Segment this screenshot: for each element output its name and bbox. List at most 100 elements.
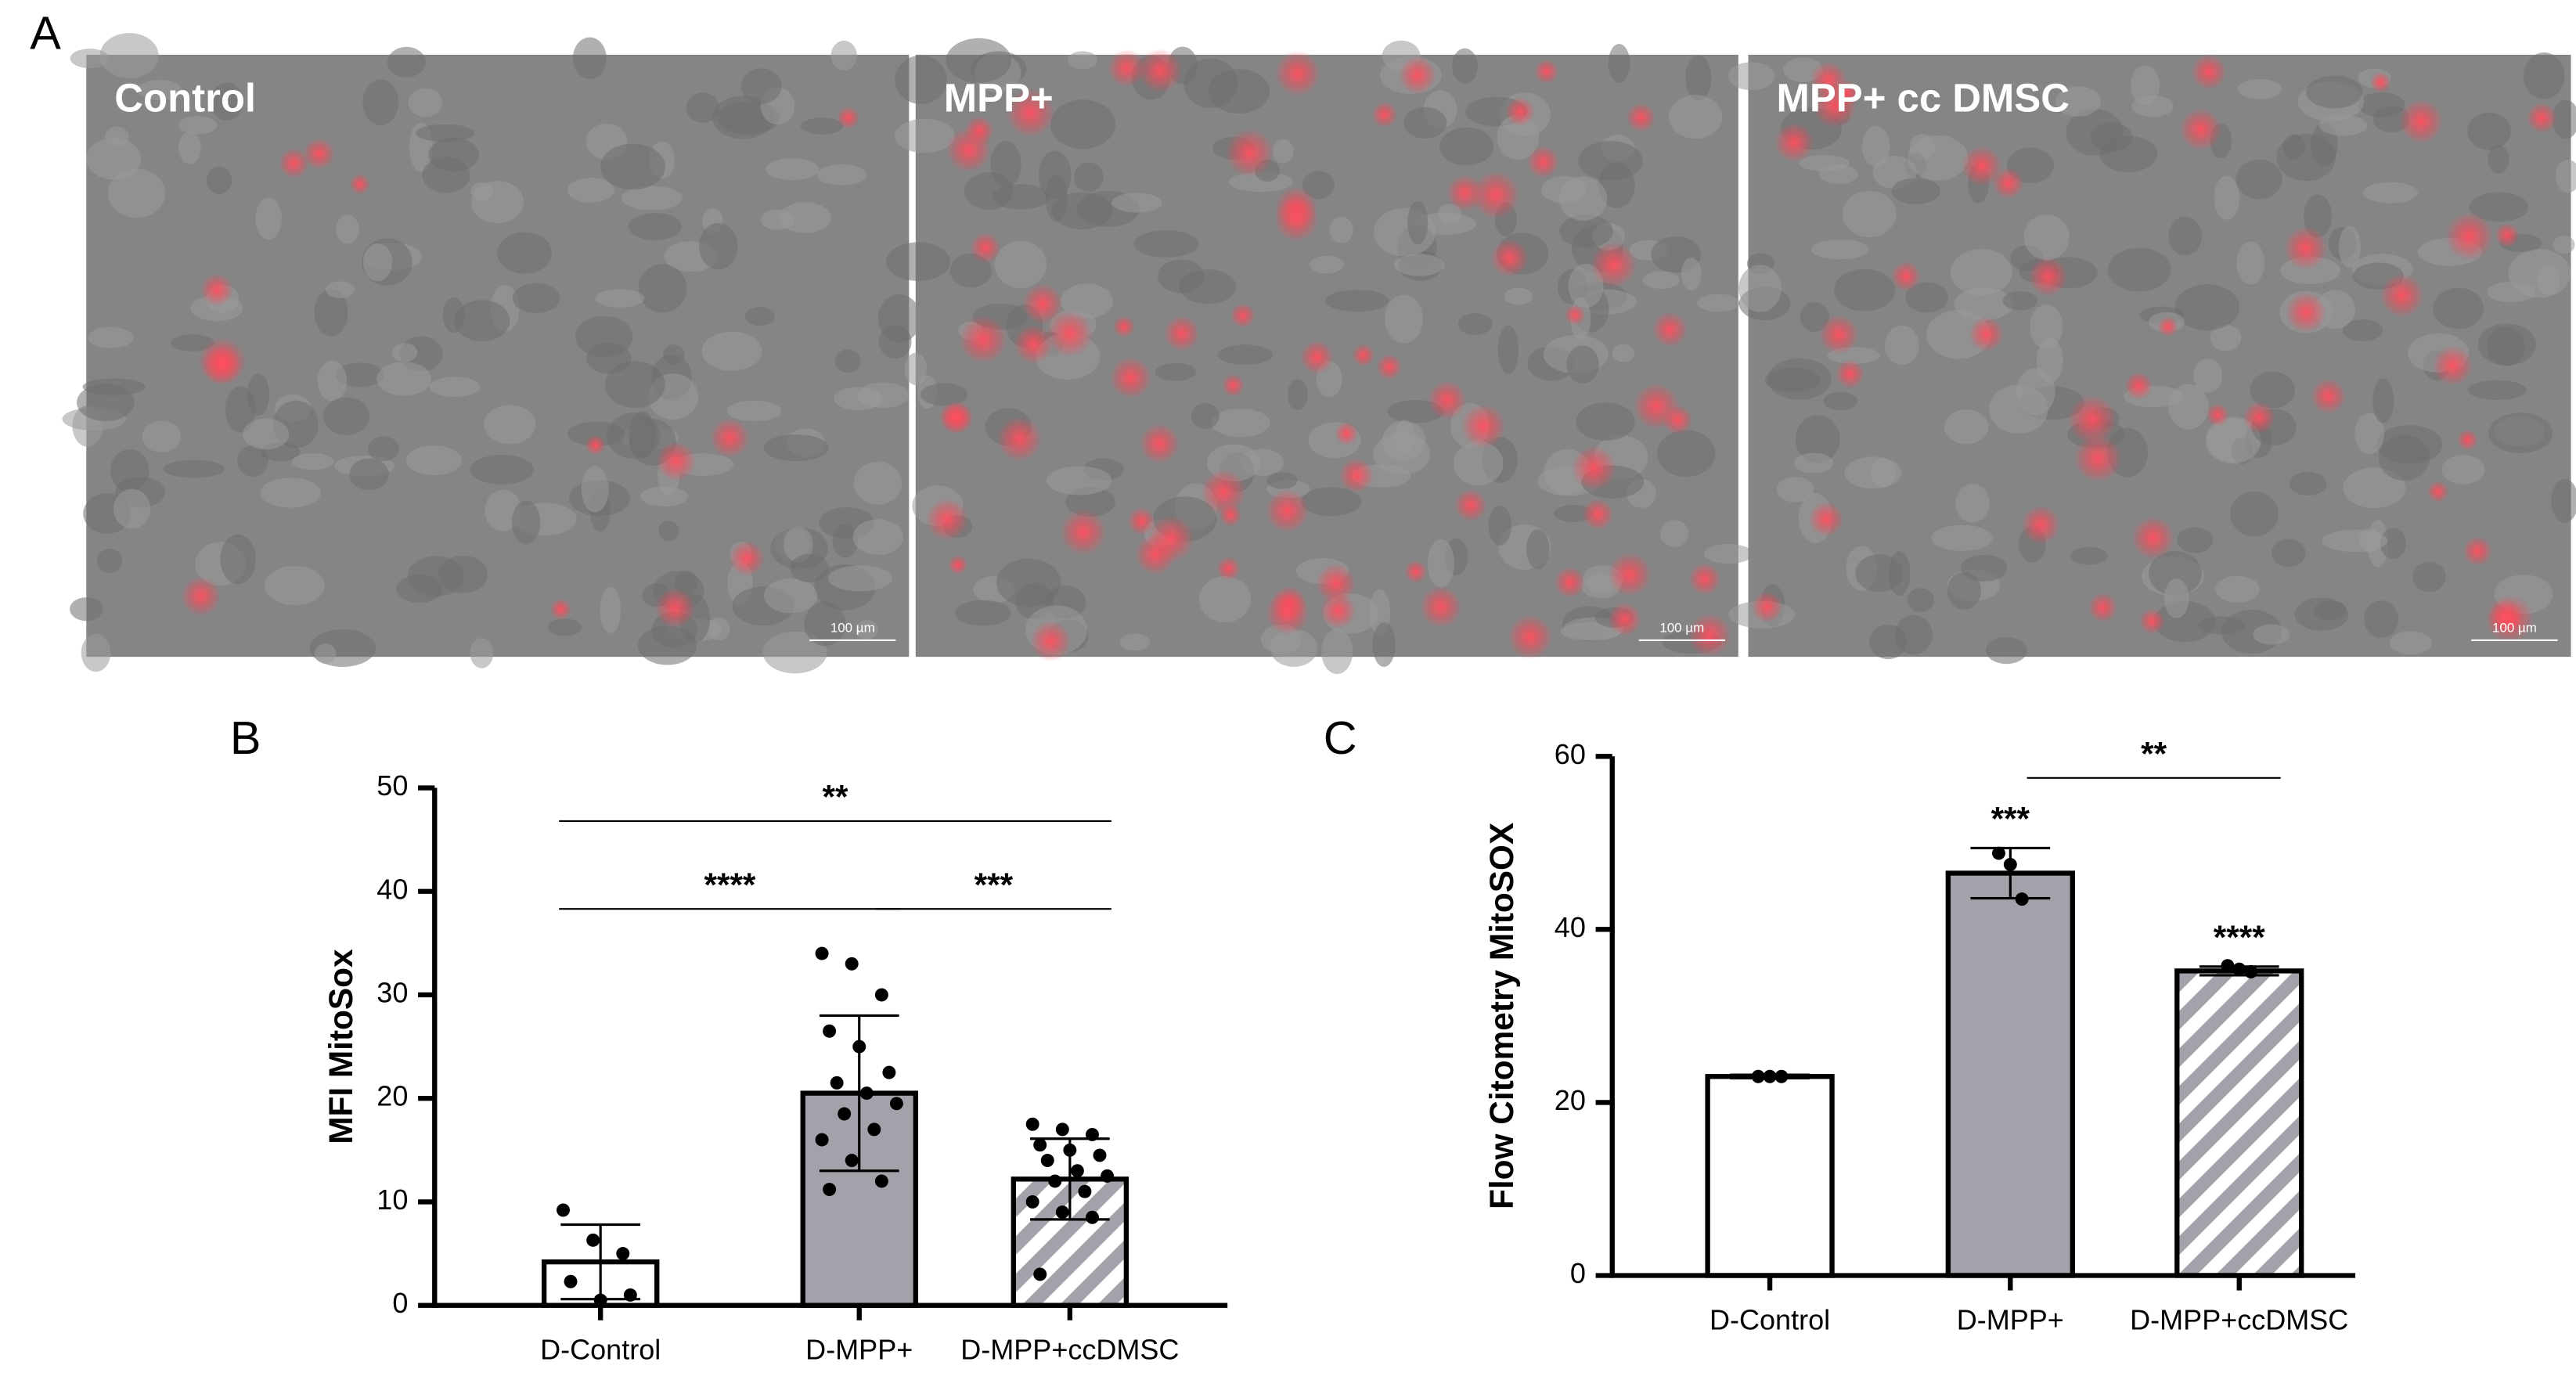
cell-outline	[1657, 430, 1716, 477]
cell-outline	[429, 377, 481, 397]
cell-outline	[800, 117, 844, 135]
cell-outline	[1038, 150, 1072, 200]
cell-outline	[834, 387, 883, 410]
red-cell	[1014, 324, 1054, 365]
cell-outline	[2343, 467, 2406, 509]
red-cell	[1662, 405, 1693, 435]
cell-outline	[243, 418, 290, 450]
red-cell	[1265, 590, 1310, 636]
red-cell	[2285, 291, 2327, 333]
cell-outline	[2467, 380, 2527, 400]
cell-outline	[1198, 576, 1252, 623]
cell-outline	[1457, 313, 1493, 335]
cell-outline	[512, 283, 560, 314]
cell-outline	[1454, 441, 1504, 486]
red-cell	[349, 173, 371, 195]
cell-outline	[2236, 241, 2265, 285]
cell-outline	[878, 324, 912, 359]
bar	[1705, 1074, 1835, 1278]
cell-outline	[317, 360, 348, 402]
data-point	[874, 1174, 888, 1188]
image-label: MPP+	[944, 76, 1054, 121]
cell-outline	[2230, 491, 2279, 537]
red-cell	[1582, 498, 1614, 531]
red-cell	[2138, 608, 2166, 635]
cell-outline	[1288, 379, 1308, 411]
red-cell	[2157, 316, 2178, 337]
cell-outline	[547, 618, 582, 636]
cell-outline	[760, 209, 795, 231]
data-point	[2232, 962, 2246, 976]
red-cell	[1490, 239, 1529, 278]
red-cell	[2283, 225, 2328, 271]
data-point	[1070, 1164, 1084, 1178]
cell-outline	[2107, 247, 2171, 292]
cell-outline	[2192, 359, 2223, 393]
red-cell	[1890, 261, 1922, 292]
cell-outline	[1955, 484, 1990, 523]
red-cell	[2131, 516, 2175, 560]
cell-outline	[376, 362, 432, 396]
cell-outline	[2362, 182, 2419, 204]
red-cell	[964, 116, 995, 146]
cell-outline	[1158, 259, 1205, 294]
cell-outline	[1681, 258, 1702, 291]
cell-outline	[701, 331, 762, 371]
red-cell	[1471, 171, 1520, 220]
cell-outline	[779, 202, 831, 233]
cell-outline	[1660, 520, 1689, 547]
panel-letter: B	[230, 712, 261, 764]
cell-outline	[1891, 178, 1940, 204]
red-cell	[1005, 88, 1055, 138]
panel-letter: C	[1324, 712, 1357, 764]
cell-outline	[2289, 471, 2327, 496]
red-cell	[1320, 593, 1356, 629]
cell-outline	[698, 222, 738, 270]
cell-outline	[920, 383, 968, 406]
cell-outline	[255, 197, 282, 240]
scale-bar-label: 100 µm	[1659, 621, 1704, 636]
cell-outline	[2030, 304, 2063, 349]
cell-outline	[1184, 58, 1238, 109]
cell-outline	[2177, 527, 2214, 553]
data-point	[1085, 1210, 1099, 1224]
image-label: MPP+ cc DMSC	[1777, 76, 2070, 121]
cell-outline	[2389, 631, 2432, 655]
cell-outline	[2236, 159, 2282, 200]
cell-outline	[113, 488, 151, 529]
data-point	[867, 1122, 881, 1137]
red-cell	[1060, 508, 1108, 556]
red-cell	[278, 147, 310, 179]
red-cell	[996, 416, 1043, 462]
cell-outline	[1119, 633, 1151, 651]
red-cell	[200, 273, 234, 307]
cell-outline	[391, 343, 418, 362]
cell-outline	[407, 556, 465, 597]
cell-outline	[1559, 214, 1613, 248]
red-cell	[1403, 560, 1428, 584]
cell-outline	[1951, 248, 2012, 296]
cell-outline	[2210, 324, 2242, 351]
cell-outline	[640, 486, 689, 506]
cell-outline	[581, 466, 609, 513]
cell-outline	[1842, 190, 1897, 237]
cell-outline	[706, 618, 730, 640]
data-point	[1055, 1205, 1069, 1220]
cell-outline	[335, 214, 359, 244]
red-cell	[1992, 167, 2025, 200]
red-cell	[2190, 53, 2227, 90]
cell-outline	[1060, 283, 1113, 319]
cell-outline	[658, 521, 679, 542]
cell-outline	[2467, 112, 2511, 150]
cell-outline	[638, 264, 687, 313]
image-label: Control	[114, 76, 256, 121]
red-cell	[1447, 174, 1484, 211]
y-axis-label: MFI MitoSox	[322, 949, 359, 1144]
data-point	[1085, 1127, 1099, 1141]
data-point	[815, 946, 829, 960]
cell-outline	[82, 378, 146, 396]
cell-outline	[314, 643, 337, 664]
red-cell	[1505, 96, 1535, 127]
cell-outline	[2163, 578, 2189, 618]
cell-outline	[946, 38, 1012, 83]
